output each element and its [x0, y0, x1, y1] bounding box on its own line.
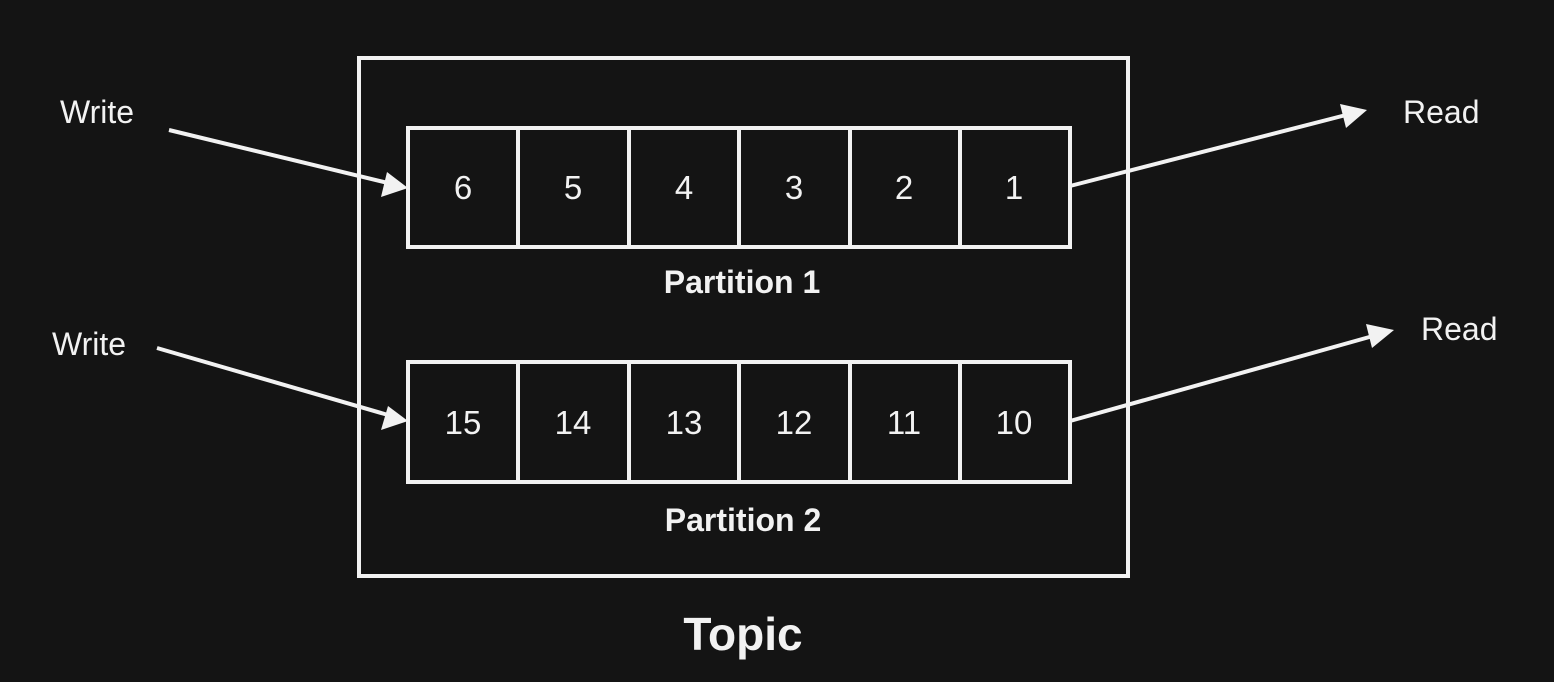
partition-2-cell: 12	[776, 404, 813, 441]
partition-2-cell: 15	[445, 404, 482, 441]
write-label-1: Write	[60, 94, 134, 130]
partition-1-cell: 5	[564, 169, 582, 206]
read-arrow-2	[1069, 324, 1394, 423]
partition-1-cell: 4	[675, 169, 693, 206]
partition-1-cell: 6	[454, 169, 472, 206]
partition-1: 6 5 4 3 2 1 Partition 1	[406, 126, 1072, 300]
partition-2-cell: 13	[666, 404, 703, 441]
partition-1-cell: 2	[895, 169, 913, 206]
write-label-2: Write	[52, 326, 126, 362]
partition-2-cell: 14	[555, 404, 592, 441]
topic-box	[357, 56, 1130, 578]
write-arrow-1	[168, 128, 408, 197]
read-label-1: Read	[1403, 94, 1480, 130]
partition-1-title: Partition 1	[664, 264, 820, 300]
partition-2-title: Partition 2	[665, 502, 821, 538]
partition-2-cell: 11	[887, 404, 921, 441]
partition-2-cell: 10	[996, 404, 1033, 441]
partition-1-cell: 1	[1005, 169, 1023, 206]
partition-1-cell: 3	[785, 169, 803, 206]
read-label-2: Read	[1421, 311, 1498, 347]
partition-2: 15 14 13 12 11 10 Partition 2	[406, 360, 1072, 538]
write-arrow-2	[156, 346, 408, 430]
topic-title: Topic	[683, 608, 802, 660]
read-arrow-1	[1069, 104, 1367, 188]
